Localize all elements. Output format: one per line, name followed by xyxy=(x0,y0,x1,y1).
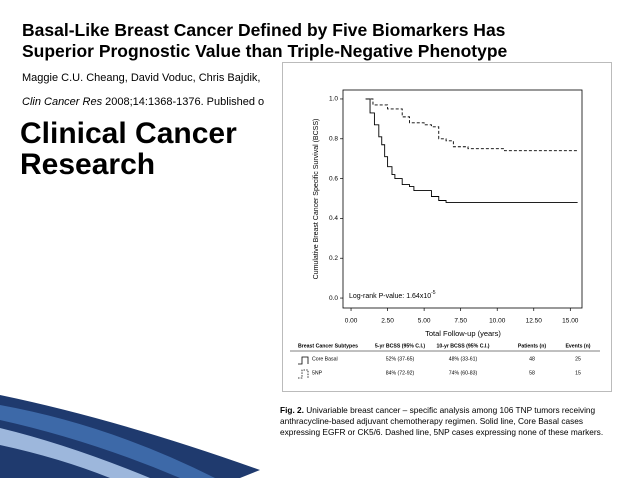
y-tick-label: 0.0 xyxy=(329,295,338,302)
logo-line: Research xyxy=(20,148,156,181)
plot-frame xyxy=(342,89,583,309)
table-cell: 84% (72-92) xyxy=(386,370,415,376)
table-header: Patients (n) xyxy=(518,343,547,349)
annotation: Log-rank P-value: 1.64x10-5 xyxy=(349,290,436,300)
y-tick-label: 0.6 xyxy=(329,175,338,182)
x-tick-label: 5.00 xyxy=(418,318,431,325)
citation: Clin Cancer Res 2008;14:1368-1376. Publi… xyxy=(22,96,264,108)
logo-line: Clinical Cancer xyxy=(20,117,237,150)
legend-solid xyxy=(298,356,309,365)
caption-text: Univariable breast cancer – specific ana… xyxy=(280,405,604,437)
y-tick-label: 1.0 xyxy=(329,96,338,103)
table: Breast Cancer Subtypes 5-yr BCSS (95% C.… xyxy=(290,343,600,379)
table-cell: 5NP xyxy=(312,370,323,376)
survival-curve xyxy=(365,98,578,203)
table-header: 5-yr BCSS (95% C.I.) xyxy=(375,343,425,349)
legend-dashed xyxy=(298,369,309,379)
table-cell: 52% (37-65) xyxy=(386,356,415,362)
x-tick-label: 0.00 xyxy=(345,318,358,325)
journal: Clin Cancer Res xyxy=(22,96,103,108)
table-cell: 74% (60-83) xyxy=(449,370,478,376)
x-tick-label: 10.00 xyxy=(489,318,506,325)
y-tick-label: 0.2 xyxy=(329,255,338,262)
x-tick-label: 7.50 xyxy=(454,318,467,325)
swoosh xyxy=(0,428,150,478)
x-axis-label: Total Follow-up (years) xyxy=(425,329,501,338)
table-cell: 48% (33-61) xyxy=(449,356,478,362)
figure xyxy=(282,62,612,392)
x-tick-label: 12.50 xyxy=(526,318,543,325)
caption-label: Fig. 2. xyxy=(280,405,304,415)
survival-curve xyxy=(365,98,578,152)
table-cell: 58 xyxy=(529,370,535,376)
title-line: Superior Prognostic Value than Triple-Ne… xyxy=(22,41,508,61)
citation-text: 2008;14:1368-1376. Published o xyxy=(102,96,265,108)
table-cell: Core Basal xyxy=(312,356,338,362)
table-header: Breast Cancer Subtypes xyxy=(298,343,358,349)
y-tick-label: 0.8 xyxy=(329,135,338,142)
table-cell: 25 xyxy=(575,356,581,362)
logo: Clinical Cancer Research xyxy=(20,118,237,180)
swoosh xyxy=(0,405,215,478)
table-header: Events (n) xyxy=(565,343,590,349)
annotation-sup: -5 xyxy=(431,290,436,296)
table-cell: 48 xyxy=(529,356,535,362)
title: Basal-Like Breast Cancer Defined by Five… xyxy=(22,20,507,62)
x-tick-label: 2.50 xyxy=(381,318,394,325)
caption: Fig. 2. Univariable breast cancer – spec… xyxy=(280,405,612,438)
y-tick-label: 0.4 xyxy=(329,215,338,222)
authors: Maggie C.U. Cheang, David Voduc, Chris B… xyxy=(22,72,261,84)
table-cell: 15 xyxy=(575,370,581,376)
x-tick-label: 15.00 xyxy=(562,318,579,325)
swoosh xyxy=(0,395,260,478)
annotation-text: Log-rank P-value: 1.64x10 xyxy=(349,293,431,300)
table-header: 10-yr BCSS (95% C.I.) xyxy=(436,343,489,349)
y-axis-label: Cumulative Breast Cancer Specific Surviv… xyxy=(313,119,320,280)
title-line: Basal-Like Breast Cancer Defined by Five… xyxy=(22,20,506,40)
